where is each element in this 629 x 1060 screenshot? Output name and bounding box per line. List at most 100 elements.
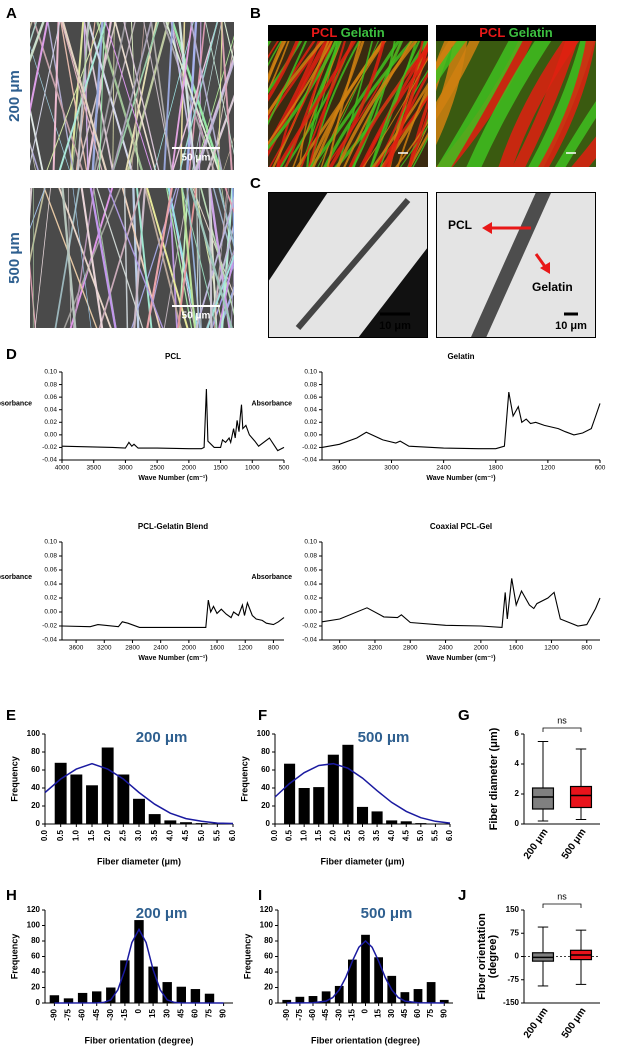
x-tick-label: 4.5 — [181, 829, 190, 841]
spectrum-line — [321, 578, 601, 628]
y-tick-label: 0.00 — [44, 432, 57, 439]
fiber — [30, 188, 46, 264]
y-tick-label: 4 — [515, 759, 520, 768]
y-tick-label: -75 — [507, 975, 519, 984]
x-tick-label: 2500 — [150, 465, 165, 472]
tem-corner — [268, 192, 328, 282]
significance-bracket — [542, 727, 582, 732]
bar — [356, 806, 369, 824]
x-tick-label: 3500 — [86, 465, 101, 472]
bar — [348, 959, 357, 1003]
fiber — [194, 188, 224, 328]
y-tick-label: 0.10 — [44, 539, 57, 546]
x-tick-label: -45 — [321, 1008, 330, 1020]
spectrum-line — [61, 388, 285, 452]
y-tick-label: 40 — [31, 967, 40, 976]
y-tick-label: 120 — [260, 905, 274, 914]
chart-title: Gelatin — [447, 352, 474, 361]
bar — [195, 823, 208, 824]
y-tick-label: 40 — [31, 783, 40, 792]
arrow-label: PCL — [448, 218, 472, 232]
fiber — [239, 17, 256, 175]
spectrum-line — [321, 392, 601, 450]
y-tick-label: -150 — [503, 998, 520, 1007]
bar — [298, 788, 310, 824]
bar — [148, 814, 161, 824]
fiber — [554, 101, 596, 167]
bar — [295, 996, 305, 1003]
x-tick-label: -75 — [295, 1008, 304, 1020]
x-tick-label: 500 μm — [560, 827, 589, 862]
y-tick-label: 0 — [515, 819, 520, 828]
x-tick-label: 5.5 — [212, 829, 221, 841]
x-tick-label: 500 μm — [560, 1006, 589, 1041]
fiber — [236, 17, 252, 175]
fiber — [34, 188, 51, 328]
y-tick-label: -0.04 — [42, 637, 57, 644]
y-tick-label: 0 — [266, 819, 271, 828]
x-tick-label: 90 — [219, 1008, 228, 1017]
x-tick-label: 3.0 — [134, 829, 143, 841]
x-tick-label: 75 — [205, 1008, 214, 1017]
y-tick-label: 0 — [36, 998, 41, 1007]
y-tick-label: 80 — [31, 936, 40, 945]
fiber — [348, 45, 428, 167]
y-tick-label: 0.08 — [44, 553, 57, 560]
fiber — [408, 110, 428, 167]
fiber — [241, 183, 268, 333]
x-axis-label: Wave Number (cm⁻¹) — [138, 655, 207, 662]
panel-label: F — [258, 707, 267, 724]
y-axis-label: Fiber diameter (μm) — [488, 727, 500, 830]
fiber — [123, 188, 129, 328]
fiber — [412, 136, 428, 167]
fiber — [143, 22, 173, 170]
x-axis-label: Fiber diameter (μm) — [97, 856, 181, 866]
row-label: 500 μm — [6, 232, 23, 284]
fiber — [146, 188, 189, 328]
bar — [400, 992, 410, 1003]
fit-curve — [44, 762, 234, 825]
fiber — [163, 22, 174, 170]
x-tick-label: 0.0 — [40, 829, 49, 841]
channel-label: PCL — [479, 25, 505, 40]
chart-title: 200 μm — [136, 905, 188, 922]
y-tick-label: 0.02 — [304, 419, 317, 426]
y-tick-label: 150 — [506, 905, 520, 914]
x-tick-label: 1.5 — [87, 829, 96, 841]
fiber — [206, 253, 234, 328]
bar — [180, 822, 192, 824]
bar — [162, 982, 172, 1003]
bar — [415, 823, 427, 824]
fiber — [262, 17, 268, 175]
significance-bracket — [542, 903, 582, 908]
chart-title: 500 μm — [358, 729, 410, 746]
y-tick-label: -0.04 — [42, 457, 57, 464]
y-tick-label: 60 — [261, 765, 270, 774]
x-tick-label: 3200 — [97, 645, 112, 652]
panel-label: D — [6, 346, 17, 363]
bar — [284, 763, 296, 824]
x-tick-label: 15 — [374, 1008, 383, 1017]
tem-border — [436, 192, 596, 338]
bar — [342, 744, 354, 824]
channel-label: PCL — [311, 25, 337, 40]
fiber — [98, 188, 143, 328]
x-tick-label: 45 — [400, 1008, 409, 1017]
x-tick-label: 0.5 — [56, 829, 65, 841]
x-tick-label: 1600 — [509, 645, 524, 652]
fiber — [33, 22, 84, 170]
x-tick-label: 1.0 — [299, 829, 308, 841]
y-axis-label: Frequency — [9, 756, 19, 802]
y-tick-label: 0.06 — [44, 567, 57, 574]
x-tick-label: 2400 — [153, 645, 168, 652]
x-tick-label: 1.0 — [71, 829, 80, 841]
x-tick-label: 2400 — [436, 465, 451, 472]
fiber — [30, 22, 45, 62]
fiber — [98, 22, 105, 170]
scale-bar-label: 10 μm — [379, 320, 411, 332]
y-tick-label: 20 — [261, 801, 270, 810]
bar — [133, 798, 145, 824]
y-tick-label: 0.08 — [304, 553, 317, 560]
fiber — [72, 188, 95, 328]
